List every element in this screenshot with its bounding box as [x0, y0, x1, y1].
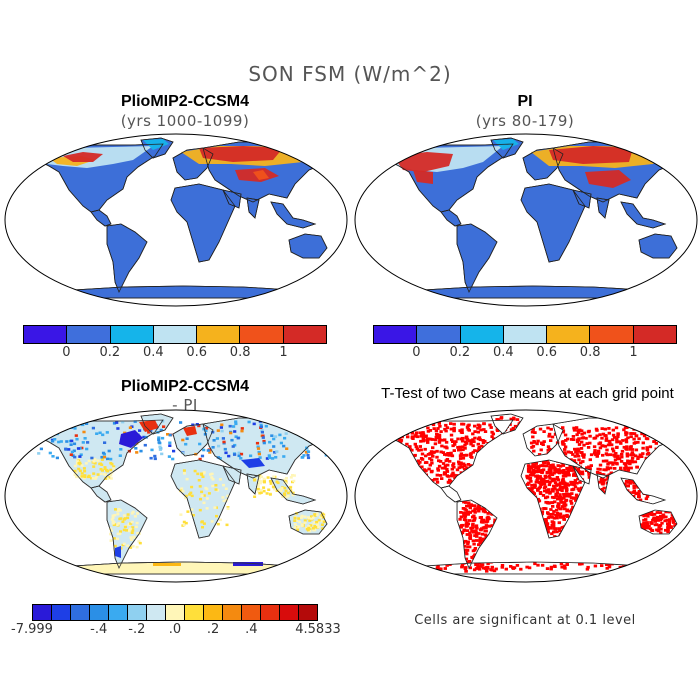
colorbar-segment — [197, 326, 241, 343]
colorbar-tick-label: -.4 — [90, 622, 108, 637]
figure-title: SON FSM (W/m^2) — [248, 62, 452, 86]
map-model-fsm — [4, 133, 348, 307]
colorbar-tick-label: 0.4 — [142, 345, 164, 360]
colorbar-segment — [633, 326, 676, 343]
colorbar-segment — [204, 605, 223, 620]
colorbar-segment — [547, 326, 591, 343]
colorbar-segment — [52, 605, 71, 620]
colorbar-segment — [110, 326, 154, 343]
panel-subtitle-model-years: (yrs 1000-1099) — [120, 112, 250, 130]
colorbar-tick-label: 0.6 — [186, 345, 208, 360]
map-pi-fsm — [354, 133, 698, 307]
colorbar-tick-label: .2 — [206, 622, 220, 637]
colorbar-segment — [109, 605, 128, 620]
colorbar-segment — [242, 605, 261, 620]
panel-title-diff: PlioMIP2-CCSM4 — [120, 378, 249, 395]
colorbar-tick-label: 0.6 — [536, 345, 558, 360]
colorbar-tick-label: 0.8 — [229, 345, 251, 360]
colorbar-segment — [67, 326, 111, 343]
colorbar-segment — [223, 605, 242, 620]
fsm-patch — [413, 170, 433, 184]
colorbar-segment — [374, 326, 418, 343]
colorbar-tick-label: 0.4 — [492, 345, 514, 360]
colorbar-tick-label: 0 — [412, 345, 421, 360]
colorbar-pi — [373, 325, 677, 344]
colorbar-tick-label: 4.5833 — [295, 622, 341, 637]
colorbar-model — [23, 325, 327, 344]
colorbar-tick-label: 0 — [62, 345, 71, 360]
colorbar-segment — [147, 605, 166, 620]
fsm-patch — [585, 170, 631, 188]
colorbar-segment — [166, 605, 185, 620]
colorbar-segment — [280, 605, 299, 620]
colorbar-tick-label: 0.2 — [449, 345, 471, 360]
colorbar-segment — [90, 605, 109, 620]
colorbar-tick-label: 0.8 — [579, 345, 601, 360]
colorbar-segment — [283, 326, 326, 343]
colorbar-segment — [153, 326, 198, 343]
colorbar-segment — [24, 326, 68, 343]
fsm-patch — [549, 146, 633, 164]
panel-title-model: PlioMIP2-CCSM4 — [120, 93, 249, 110]
map-difference — [4, 409, 348, 583]
colorbar-segment — [261, 605, 280, 620]
panel-title-pi: PI — [517, 93, 533, 110]
fsm-patch — [199, 146, 283, 162]
colorbar-segment — [417, 326, 461, 343]
map-ttest-significance — [354, 409, 698, 583]
panel-subtitle-pi-years: (yrs 80-179) — [475, 112, 575, 130]
colorbar-segment — [460, 326, 504, 343]
colorbar-segment — [128, 605, 147, 620]
colorbar-segment — [503, 326, 548, 343]
colorbar-segment — [33, 605, 52, 620]
significance-note: Cells are significant at 0.1 level — [414, 613, 636, 628]
colorbar-tick-label: -.2 — [128, 622, 146, 637]
colorbar-segment — [71, 605, 90, 620]
colorbar-tick-label: .4 — [245, 622, 258, 637]
colorbar-segment — [185, 605, 204, 620]
colorbar-segment — [299, 605, 317, 620]
colorbar-tick-label: -7.999 — [11, 622, 53, 637]
colorbar-segment — [240, 326, 284, 343]
panel-title-ttest: T-Test of two Case means at each grid po… — [381, 385, 674, 402]
colorbar-tick-label: 1 — [629, 345, 638, 360]
colorbar-tick-label: 0.2 — [99, 345, 121, 360]
colorbar-difference — [32, 604, 318, 621]
colorbar-segment — [590, 326, 634, 343]
colorbar-tick-label: 1 — [279, 345, 288, 360]
fsm-patch — [253, 170, 269, 180]
colorbar-tick-label: .0 — [168, 622, 182, 637]
fsm-patch — [63, 152, 103, 162]
panel-subtitle-diff: - PI — [172, 396, 198, 414]
